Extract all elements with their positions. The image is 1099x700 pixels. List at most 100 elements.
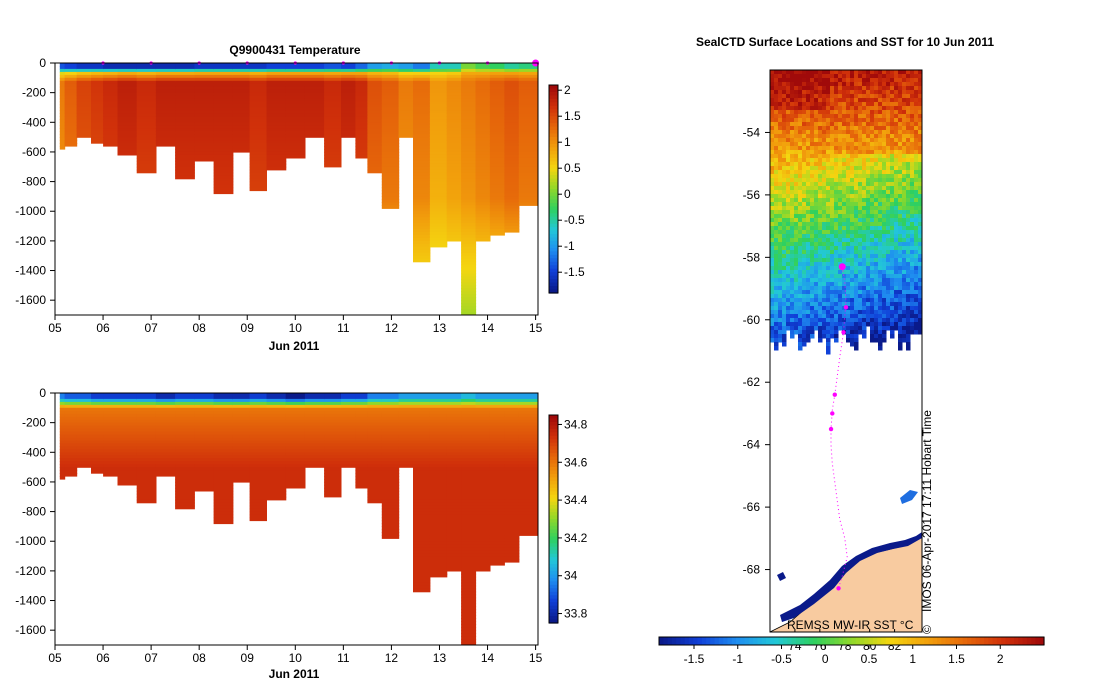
sst-pixel — [858, 178, 863, 183]
sst-pixel — [810, 202, 815, 207]
section-cell — [285, 98, 306, 103]
section-cell — [461, 211, 477, 215]
section-cell — [504, 449, 520, 453]
sst-pixel — [902, 162, 907, 167]
sst-pixel — [798, 142, 803, 147]
section-cell — [103, 71, 119, 76]
sst-pixel — [870, 162, 875, 167]
sst-pixel — [786, 150, 791, 155]
sst-pixel — [818, 230, 823, 235]
sst-pixel — [854, 78, 859, 83]
sst-pixel — [850, 218, 855, 223]
section-cell — [249, 484, 267, 489]
section-cell — [324, 122, 342, 126]
sst-pixel — [802, 290, 807, 295]
section-cell — [117, 437, 138, 442]
sst-pixel — [818, 206, 823, 211]
section-cell — [266, 476, 287, 480]
section-cell — [355, 410, 368, 415]
sst-pixel — [862, 230, 867, 235]
section-cell — [489, 529, 505, 533]
section-cell — [232, 63, 251, 67]
sst-pixel — [814, 238, 819, 243]
sst-pixel — [878, 182, 883, 187]
section-cell — [413, 440, 431, 444]
section-cell — [136, 404, 157, 409]
sst-pixel — [842, 86, 847, 91]
sst-pixel — [774, 174, 779, 179]
sst-pixel — [770, 86, 775, 91]
section-cell — [355, 143, 368, 147]
sst-pixel — [778, 154, 783, 159]
section-cell — [76, 401, 92, 406]
section-cell — [213, 404, 234, 409]
section-cell — [381, 92, 400, 97]
sst-pixel — [778, 226, 783, 231]
section-cell — [446, 178, 462, 183]
section-cell — [324, 89, 342, 94]
sst-pixel — [782, 82, 787, 87]
sst-pixel — [806, 310, 811, 315]
sst-pixel — [862, 90, 867, 95]
section-cell — [504, 407, 520, 412]
sst-pixel — [862, 210, 867, 215]
section-cell — [429, 407, 448, 412]
section-cell — [266, 428, 287, 433]
section-cell — [59, 116, 66, 120]
section-cell — [475, 467, 491, 471]
sst-pixel — [818, 222, 823, 227]
sst-pixel — [906, 94, 911, 99]
sst-pixel — [810, 218, 815, 223]
sst-pixel — [794, 266, 799, 271]
sst-pixel — [902, 134, 907, 139]
section-cell — [461, 464, 477, 468]
sst-pixel — [838, 126, 843, 131]
section-cell — [136, 461, 157, 465]
section-cell — [413, 481, 431, 486]
sst-pixel — [866, 214, 871, 219]
section-cell — [429, 172, 448, 177]
sst-pixel — [850, 78, 855, 83]
sst-pixel — [850, 194, 855, 199]
section-cell — [446, 511, 462, 516]
x-tick-label: 10 — [289, 321, 303, 335]
section-cell — [266, 68, 287, 73]
section-cell — [446, 547, 462, 551]
section-cell — [59, 140, 66, 144]
sst-pixel — [914, 290, 919, 295]
sst-pixel — [774, 114, 779, 119]
sst-pixel — [890, 118, 895, 123]
sst-pixel — [854, 302, 859, 307]
section-cell — [59, 74, 66, 79]
sst-pixel — [826, 94, 831, 99]
section-cell — [285, 122, 306, 126]
section-cell — [367, 428, 383, 433]
section-cell — [266, 404, 287, 409]
section-cell — [249, 101, 267, 106]
sst-pixel — [874, 170, 879, 175]
section-cell — [341, 413, 356, 418]
sst-pixel — [826, 178, 831, 183]
sst-pixel — [882, 178, 887, 183]
section-cell — [175, 499, 195, 504]
sst-pixel — [806, 286, 811, 291]
section-cell — [518, 443, 538, 447]
x-tick-label: 15 — [529, 651, 543, 665]
sst-pixel — [838, 110, 843, 115]
section-cell — [59, 101, 66, 106]
sst-pixel — [790, 70, 795, 75]
x-tick-label: 06 — [96, 651, 110, 665]
sst-pixel — [834, 190, 839, 195]
section-cell — [504, 425, 520, 430]
sst-pixel — [914, 122, 919, 127]
sst-pixel — [802, 114, 807, 119]
sst-pixel — [842, 206, 847, 211]
section-cell — [91, 461, 104, 465]
section-cell — [355, 479, 368, 483]
sst-pixel — [894, 246, 899, 251]
sst-pixel — [866, 266, 871, 271]
sst-pixel — [898, 206, 903, 211]
sst-pixel — [818, 238, 823, 243]
section-cell — [213, 496, 234, 501]
sst-pixel — [858, 274, 863, 279]
